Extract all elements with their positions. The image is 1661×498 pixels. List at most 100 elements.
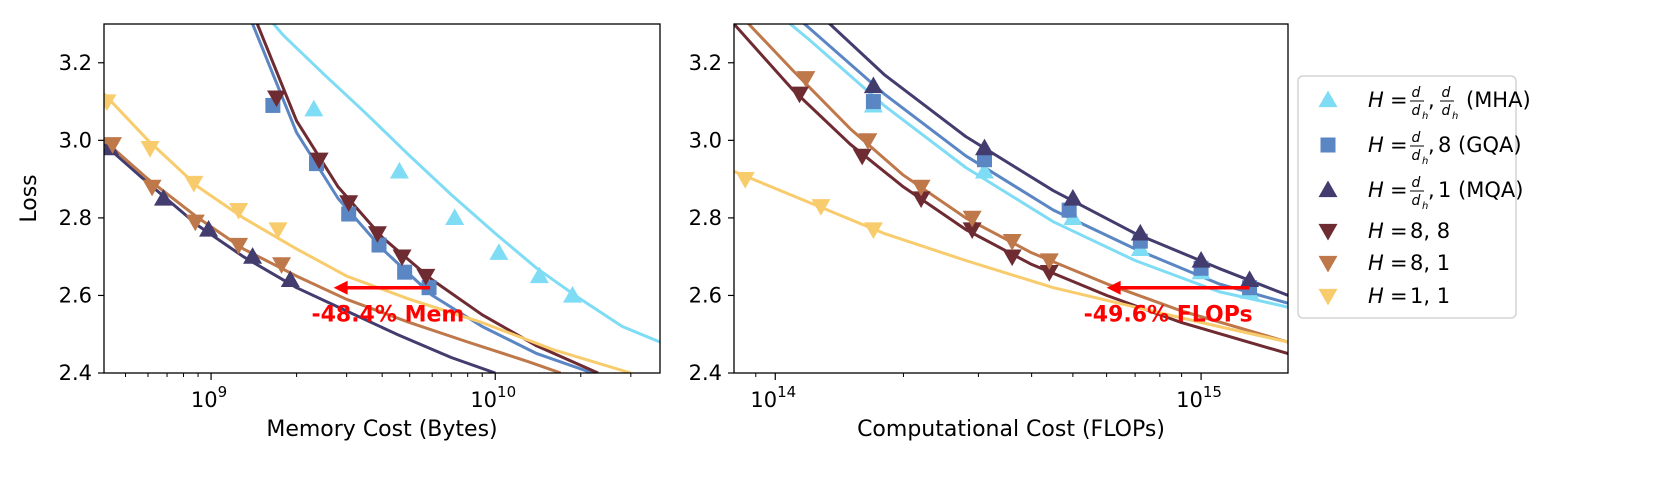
point-h-8-1 [185,214,205,232]
point-h-1-1 [184,175,204,193]
legend-tail: (MHA) [1466,88,1531,112]
legend-marker [1318,90,1338,108]
legend-item-h-8-1: H = 8, 1 [1318,251,1450,275]
legend-item-gqa: H = dd h, 8 (GQA) [1320,130,1522,167]
point-mqa [1240,270,1260,288]
point-mha [529,266,549,284]
point-h-8-1 [104,137,123,154]
point-mqa [1191,251,1211,268]
x-tick-label: 1010 [470,383,516,412]
point-h-8-8 [1039,265,1059,282]
y-tick-label: 2.8 [59,206,92,230]
point-h-1-1 [140,140,160,158]
point-h-1-1 [735,171,755,189]
frac-num: d [1412,85,1421,101]
point-mha [489,243,509,260]
point-h-8-1 [911,179,931,197]
legend-tail: 8, 1 [1410,251,1450,275]
x-axis-label: Computational Cost (FLOPs) [857,417,1165,442]
legend-equals: = [1390,284,1408,308]
annotation-text: -49.6% FLOPs [1084,303,1253,328]
x-tick-label: 1014 [750,383,796,412]
point-mha [389,161,409,179]
frac-sub: h [1422,201,1428,212]
point-h-8-8 [789,86,809,104]
point-gqa [865,94,881,110]
legend-comma: , [1428,178,1435,202]
frac-den: d [1412,103,1421,119]
plot-area [104,24,660,373]
point-h-1-1 [863,222,883,240]
legend-equals: = [1390,219,1408,243]
legend: H = dd h, dd h(MHA)H = dd h, 8 (GQA)H = dd h, 1 (MQA)… [1297,75,1531,319]
curve-h-8-1 [746,24,1288,344]
frac-num: d [1412,175,1421,191]
point-h-8-1 [858,133,878,150]
legend-comma: , [1428,133,1435,157]
annotation-text: -48.4% Mem [311,303,464,328]
frac-num: d [1412,130,1421,146]
annotation-arrowhead [333,280,348,295]
legend-symbol: H [1368,251,1384,275]
y-tick-label: 3.0 [59,128,92,152]
point-h-8-1 [272,257,292,274]
point-mha [304,99,324,117]
frac-sub: h [1422,111,1428,122]
frac-den: d [1412,193,1421,209]
legend-equals: = [1390,88,1408,112]
axes-frame [733,23,1289,374]
legend-item-mha: H = dd h, dd h(MHA) [1318,85,1531,122]
point-mha [562,285,582,303]
legend-item-h-8-8: H = 8, 8 [1318,219,1450,243]
point-h-1-1 [268,222,288,240]
y-tick-label: 3.2 [59,51,92,75]
annotation-arrowhead [1106,280,1121,295]
legend-comma: , [1428,88,1435,112]
curve-h-8-1 [104,139,562,373]
point-h-8-8 [339,195,359,212]
legend-marker [1318,288,1338,306]
point-h-8-8 [852,148,872,166]
flops-cost-panel: -49.6% FLOPs 2.4 2.6 2.8 3.0 3.2 1014 1015 Compu… [689,23,1289,442]
point-h-8-8 [392,249,412,267]
point-h-8-8 [416,268,436,286]
point-h-1-1 [104,94,117,112]
curve-mqa [104,143,496,373]
plot-area [734,24,1288,356]
legend-item-h-1-1: H = 1, 1 [1318,284,1450,308]
y-tick-label: 2.6 [59,283,92,307]
y-tick-label: 3.0 [689,128,722,152]
legend-frame [1297,75,1517,319]
legend-equals: = [1390,133,1408,157]
point-h-8-1 [1039,253,1059,271]
point-mqa [1063,189,1083,206]
legend-tail: 8, 8 [1410,219,1450,243]
point-mqa [1130,223,1150,241]
x-tick-label: 109 [191,383,227,412]
legend-equals: = [1390,251,1408,275]
legend-marker [1318,180,1338,198]
point-mqa [280,270,300,288]
point-h-8-1 [142,179,162,197]
point-mqa [863,76,883,94]
point-h-1-1 [229,203,249,220]
point-h-8-8 [1002,249,1022,267]
legend-tail: 8 (GQA) [1438,133,1522,157]
point-h-8-8 [367,226,387,243]
curve-mha [271,24,660,344]
memory-cost-panel: -48.4% Mem 2.4 2.6 2.8 3.0 3.2 109 1010 Memory C… [17,23,661,442]
point-h-1-1 [811,199,831,216]
point-h-8-8 [309,152,329,170]
legend-equals: = [1390,178,1408,202]
x-axis-label: Memory Cost (Bytes) [266,417,497,442]
point-h-8-8 [911,191,931,208]
y-axis-label: Loss [17,174,42,222]
point-h-8-1 [1002,234,1022,251]
legend-tail: 1 (MQA) [1438,178,1523,202]
legend-marker [1318,255,1338,273]
point-gqa [976,152,992,168]
y-tick-label: 2.6 [689,283,722,307]
point-gqa [1061,202,1077,218]
point-h-8-8 [962,222,982,240]
